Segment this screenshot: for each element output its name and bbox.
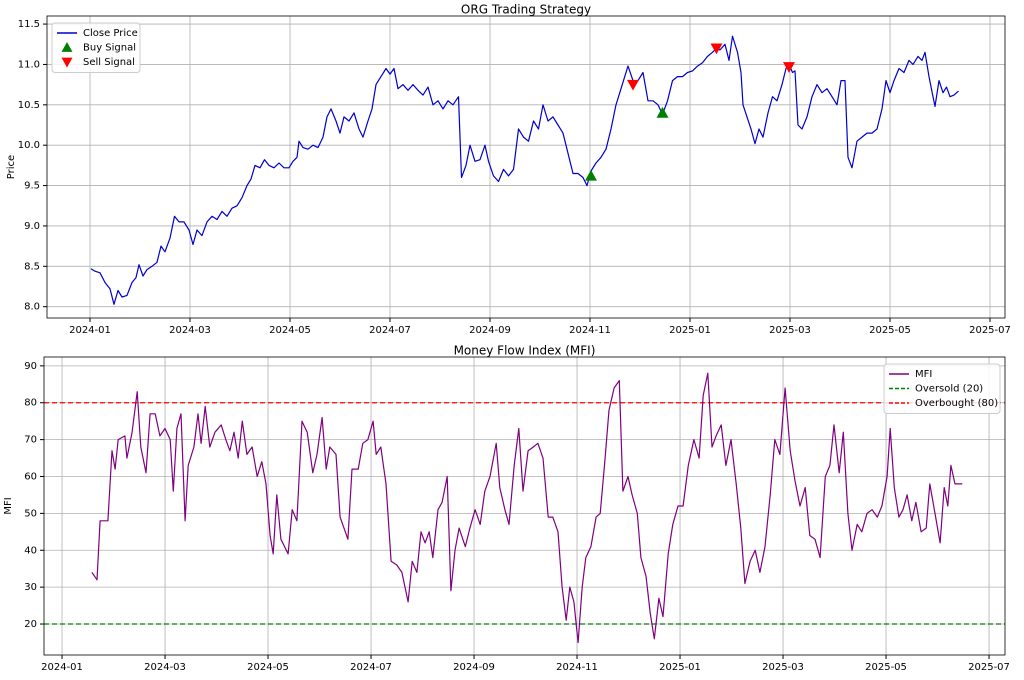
signal-marker <box>710 43 723 55</box>
y-tick-label: 8.5 <box>24 261 40 272</box>
y-tick-label: 9.0 <box>24 221 40 232</box>
x-tick-label: 2024-09 <box>469 325 511 336</box>
y-tick-label: 11.0 <box>18 59 40 70</box>
signal-marker <box>585 169 597 181</box>
y-tick-label: 70 <box>24 435 37 446</box>
x-tick-label: 2024-11 <box>569 325 611 336</box>
x-tick-label: 2024-09 <box>453 662 495 673</box>
legend-label: MFI <box>915 369 932 380</box>
x-tick-label: 2025-07 <box>968 662 1010 673</box>
x-tick-label: 2024-01 <box>41 662 83 673</box>
y-axis-label: MFI <box>3 497 14 514</box>
legend-label: Close Price <box>83 28 138 39</box>
legend-label: Overbought (80) <box>915 398 998 409</box>
y-tick-label: 10.0 <box>18 140 40 151</box>
x-tick-label: 2025-01 <box>659 662 701 673</box>
y-tick-label: 11.5 <box>18 19 40 30</box>
x-tick-label: 2025-01 <box>669 325 711 336</box>
legend: MFI Oversold (20) Overbought (80) <box>883 363 1001 414</box>
plot-frame <box>46 15 1006 319</box>
legend-label: Oversold (20) <box>915 384 983 395</box>
plot-frame <box>43 356 1006 656</box>
y-tick-label: 60 <box>24 471 37 482</box>
x-tick-label: 2024-05 <box>269 325 311 336</box>
legend-box <box>883 363 1001 414</box>
y-tick-label: 10.5 <box>18 100 40 111</box>
x-tick-label: 2024-07 <box>369 325 411 336</box>
y-tick-label: 8.0 <box>24 302 40 313</box>
legend-marker <box>61 42 73 52</box>
x-tick-label: 2024-03 <box>169 325 211 336</box>
signal-marker <box>627 79 639 91</box>
x-tick-label: 2024-01 <box>69 325 111 336</box>
y-tick-label: 9.5 <box>24 181 40 192</box>
chart-title: Money Flow Index (MFI) <box>454 344 596 358</box>
y-tick-label: 80 <box>24 398 37 409</box>
legend-box <box>51 22 141 73</box>
x-tick-label: 2024-11 <box>556 662 598 673</box>
y-axis-label: Price <box>6 155 17 179</box>
y-tick-label: 30 <box>24 582 37 593</box>
x-tick-label: 2025-03 <box>769 325 811 336</box>
signal-marker <box>783 62 795 73</box>
x-tick-label: 2024-05 <box>247 662 289 673</box>
legend-label: Sell Signal <box>83 57 135 68</box>
y-tick-label: 50 <box>24 508 37 519</box>
legend: Close Price Buy Signal Sell Signal <box>51 22 141 73</box>
legend-marker <box>61 57 73 68</box>
x-tick-label: 2025-05 <box>865 662 907 673</box>
x-tick-label: 2024-03 <box>144 662 186 673</box>
chart-title: ORG Trading Strategy <box>461 3 591 17</box>
y-tick-label: 90 <box>24 361 37 372</box>
subplot: ORG Trading Strategy Price 2024-01 2024-03 2… <box>6 3 1011 337</box>
y-tick-label: 20 <box>24 619 37 630</box>
legend-label: Buy Signal <box>83 43 136 54</box>
signal-marker <box>656 106 669 118</box>
x-tick-label: 2025-05 <box>869 325 911 336</box>
x-tick-label: 2025-03 <box>762 662 804 673</box>
x-tick-label: 2025-07 <box>969 325 1011 336</box>
data-line <box>90 35 959 305</box>
x-tick-label: 2024-07 <box>350 662 392 673</box>
data-line <box>91 372 963 644</box>
y-tick-label: 40 <box>24 545 37 556</box>
subplot: Money Flow Index (MFI) MFI 2024-01 2024-03 2… <box>3 344 1010 674</box>
